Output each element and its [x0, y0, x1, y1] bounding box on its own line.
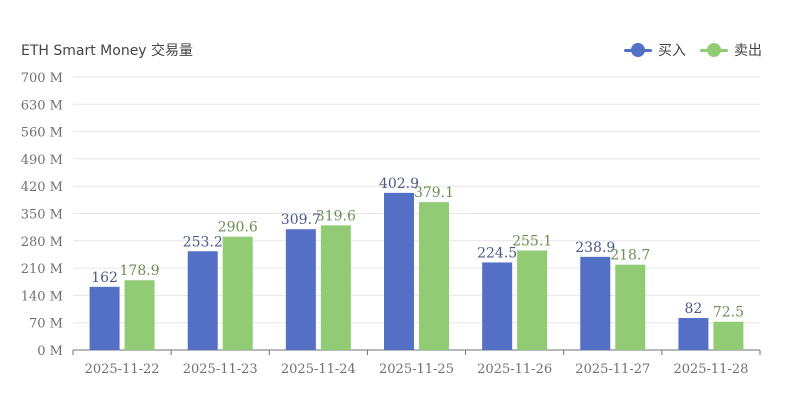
x-tick-label: 2025-11-24: [281, 362, 356, 377]
bar-sell: [222, 236, 253, 350]
data-label: 218.7: [610, 248, 650, 264]
data-label: 255.1: [512, 234, 552, 250]
y-tick-label: 700 M: [21, 71, 63, 86]
bar-buy: [187, 251, 218, 350]
data-label: 402.9: [379, 176, 419, 192]
y-tick-label: 0 M: [37, 344, 63, 359]
bar-buy: [285, 229, 316, 350]
bar-buy: [89, 286, 120, 350]
bar-buy: [678, 318, 709, 350]
x-tick-label: 2025-11-27: [575, 362, 650, 377]
data-label: 82: [685, 301, 703, 317]
bar-sell: [615, 264, 646, 350]
y-tick-label: 490 M: [21, 153, 63, 168]
x-tick-label: 2025-11-26: [477, 362, 552, 377]
bar-buy: [482, 262, 513, 350]
data-label: 162: [91, 270, 118, 286]
data-label: 224.5: [477, 245, 517, 261]
x-tick-label: 2025-11-23: [183, 362, 258, 377]
bar-sell: [124, 280, 155, 350]
data-label: 178.9: [120, 263, 160, 279]
data-label: 309.7: [281, 212, 321, 228]
legend-sell-swatch-icon: [700, 43, 728, 57]
y-tick-label: 70 M: [29, 317, 63, 332]
legend-buy-label: 买入: [658, 43, 686, 59]
bar-sell: [419, 202, 449, 350]
y-tick-label: 630 M: [21, 98, 63, 113]
y-tick-label: 420 M: [21, 180, 63, 195]
legend-item-buy[interactable]: 买入: [624, 40, 686, 60]
bar-buy: [580, 256, 611, 350]
data-label: 238.9: [575, 240, 615, 256]
bar-sell: [517, 250, 548, 350]
y-tick-label: 560 M: [21, 126, 63, 141]
legend-sell-label: 卖出: [734, 43, 762, 59]
x-tick-label: 2025-11-22: [85, 362, 160, 377]
legend: 买入 卖出: [624, 40, 762, 60]
data-label: 72.5: [713, 305, 744, 321]
bar-sell: [713, 321, 744, 350]
y-tick-label: 280 M: [21, 235, 63, 250]
y-tick-label: 210 M: [21, 262, 63, 277]
x-tick-label: 2025-11-28: [673, 362, 748, 377]
data-label: 379.1: [414, 185, 454, 201]
data-label: 253.2: [183, 234, 223, 250]
legend-item-sell[interactable]: 卖出: [700, 40, 762, 60]
bar-buy: [384, 192, 414, 350]
data-label: 319.6: [316, 208, 356, 224]
chart-title: ETH Smart Money 交易量: [21, 43, 194, 59]
x-tick-label: 2025-11-25: [379, 362, 454, 377]
y-tick-label: 350 M: [21, 208, 63, 223]
bar-sell: [320, 225, 351, 350]
legend-buy-swatch-icon: [624, 43, 652, 57]
y-tick-label: 140 M: [21, 289, 63, 304]
data-label: 290.6: [218, 220, 258, 236]
